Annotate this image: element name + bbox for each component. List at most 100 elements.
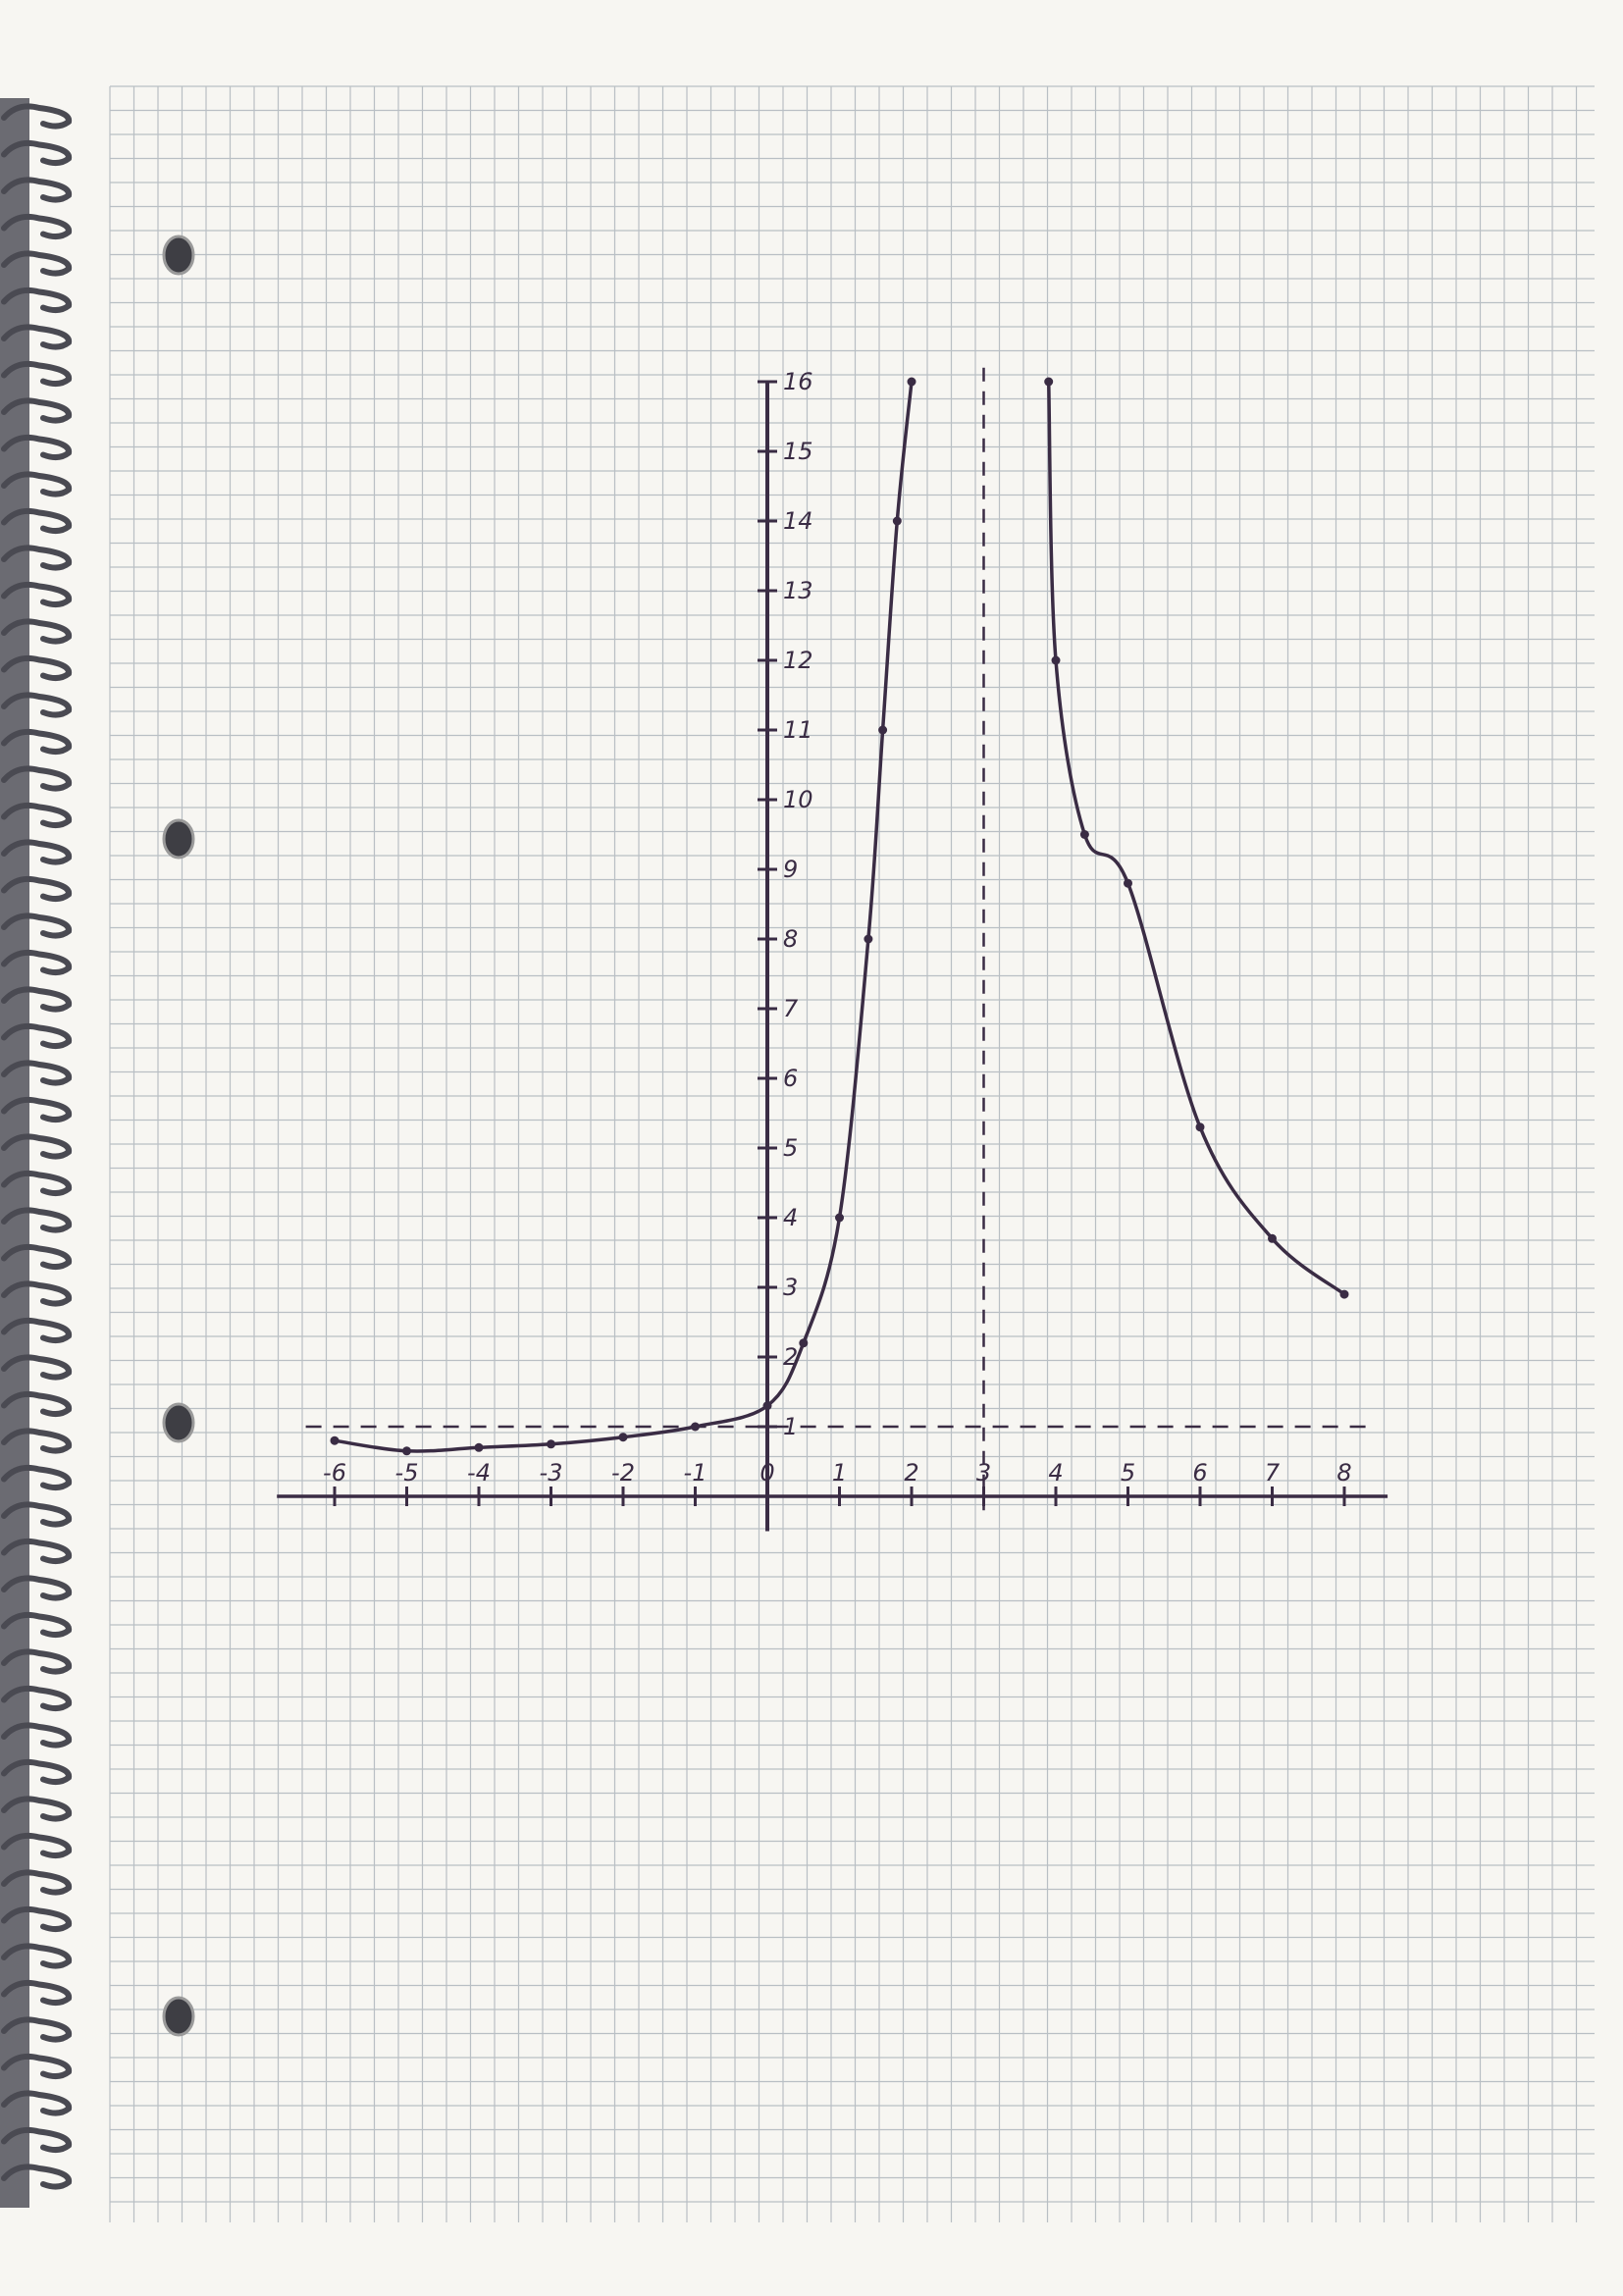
spiral-ring (1, 471, 73, 497)
y-tick-label: 6 (783, 1065, 798, 1092)
data-point (402, 1446, 411, 1456)
y-tick-label: 10 (783, 786, 813, 813)
y-tick-label: 7 (783, 995, 799, 1022)
data-point (864, 934, 873, 944)
data-point (892, 516, 902, 526)
x-tick-label: -2 (611, 1459, 635, 1487)
spiral-ring (1, 1722, 73, 1748)
spiral-ring (1, 1207, 73, 1233)
spiral-ring (1, 507, 73, 535)
grid-lines (109, 85, 1595, 2222)
x-tick-label: -6 (323, 1459, 346, 1487)
spiral-ring (1, 287, 73, 314)
spiral-ring (1, 1979, 73, 2007)
x-tick-label: -4 (467, 1459, 491, 1487)
y-tick-label: 3 (783, 1274, 798, 1301)
spiral-ring (1, 1243, 73, 1271)
spiral-ring (1, 1501, 73, 1528)
data-point (1124, 878, 1132, 888)
x-tick-label: 6 (1192, 1459, 1207, 1487)
x-tick-label: 8 (1336, 1459, 1351, 1487)
spiral-ring (1, 397, 73, 424)
spiral-ring (1, 545, 73, 571)
spiral-ring (1, 618, 73, 645)
data-point (330, 1435, 340, 1445)
spiral-ring (1, 1317, 73, 1344)
spiral-ring (1, 839, 73, 865)
spiral-ring (1, 1758, 73, 1786)
data-point (691, 1422, 700, 1432)
punch-hole (162, 235, 195, 276)
punch-hole (162, 1402, 195, 1443)
data-point (618, 1433, 628, 1442)
spiral-ring (1, 177, 73, 203)
x-tick-label: 5 (1121, 1459, 1135, 1487)
series-1-line (333, 380, 914, 1453)
spiral-ring (1, 360, 73, 388)
y-tick-label: 9 (783, 856, 798, 883)
spiral-ring (1, 2016, 73, 2043)
spiral-ring (1, 654, 73, 682)
spiral-ring (1, 1611, 73, 1639)
punch-hole (162, 818, 195, 860)
y-tick-label: 12 (783, 647, 813, 674)
data-point (907, 377, 916, 387)
spiral-ring (1, 913, 73, 939)
spiral-ring (1, 692, 73, 718)
tick-marks (333, 380, 1346, 1506)
spiral-ring (1, 986, 73, 1013)
spiral-ring (1, 765, 73, 792)
y-tick-label: 16 (783, 368, 813, 395)
y-tick-label: 1 (783, 1413, 798, 1440)
x-tick-label: 2 (904, 1459, 918, 1487)
spiral-ring (1, 1575, 73, 1601)
data-point (762, 1401, 772, 1411)
spiral-ring (1, 324, 73, 350)
y-tick-label: 15 (783, 438, 813, 465)
data-point (1044, 377, 1054, 387)
spiral-ring (1, 1280, 73, 1307)
y-tick-label: 4 (783, 1204, 798, 1231)
spiral-ring (1, 1022, 73, 1050)
asymptotes (305, 367, 1374, 1511)
data-point (547, 1439, 555, 1449)
x-tick-label: 3 (976, 1459, 991, 1487)
data-point (799, 1338, 809, 1348)
x-tick-label: -5 (395, 1459, 419, 1487)
spiral-ring (1, 1428, 73, 1454)
x-tick-label: -1 (684, 1459, 707, 1487)
y-tick-label: 14 (783, 507, 813, 535)
y-tick-label: 5 (783, 1134, 798, 1162)
spiral-ring (1, 2053, 73, 2080)
x-tick-label: 7 (1265, 1459, 1281, 1487)
data-point (1079, 830, 1089, 839)
x-tick-label: 0 (759, 1459, 774, 1487)
punch-holes (162, 235, 195, 2037)
spiral-ring (1, 1464, 73, 1491)
spiral-ring (1, 949, 73, 976)
x-tick-label: 1 (832, 1459, 847, 1487)
axes (277, 382, 1388, 1532)
data-point (1268, 1233, 1277, 1243)
spiral-ring (1, 1133, 73, 1160)
spiral-ring (1, 250, 73, 277)
data-point (1195, 1122, 1205, 1132)
y-tick-label: 13 (783, 577, 813, 604)
x-tick-label: 4 (1048, 1459, 1063, 1487)
data-point (835, 1213, 844, 1223)
spiral-ring (1, 1905, 73, 1933)
spiral-ring (1, 875, 73, 903)
spiral-ring (1, 581, 73, 608)
tick-labels: -6 -5 -4 -3 -2 -1 0 1 2 3 4 5 6 7 81234567891011121314… (323, 368, 1352, 1487)
spiral-ring (1, 1354, 73, 1381)
y-tick-label: 11 (783, 716, 813, 744)
data-point (1339, 1289, 1349, 1299)
spiral-ring (1, 139, 73, 167)
spiral-ring (1, 1648, 73, 1675)
data-points (330, 377, 1349, 1456)
x-tick-label: -3 (540, 1459, 563, 1487)
series-lines (333, 380, 1346, 1453)
spiral-ring (1, 2090, 73, 2116)
